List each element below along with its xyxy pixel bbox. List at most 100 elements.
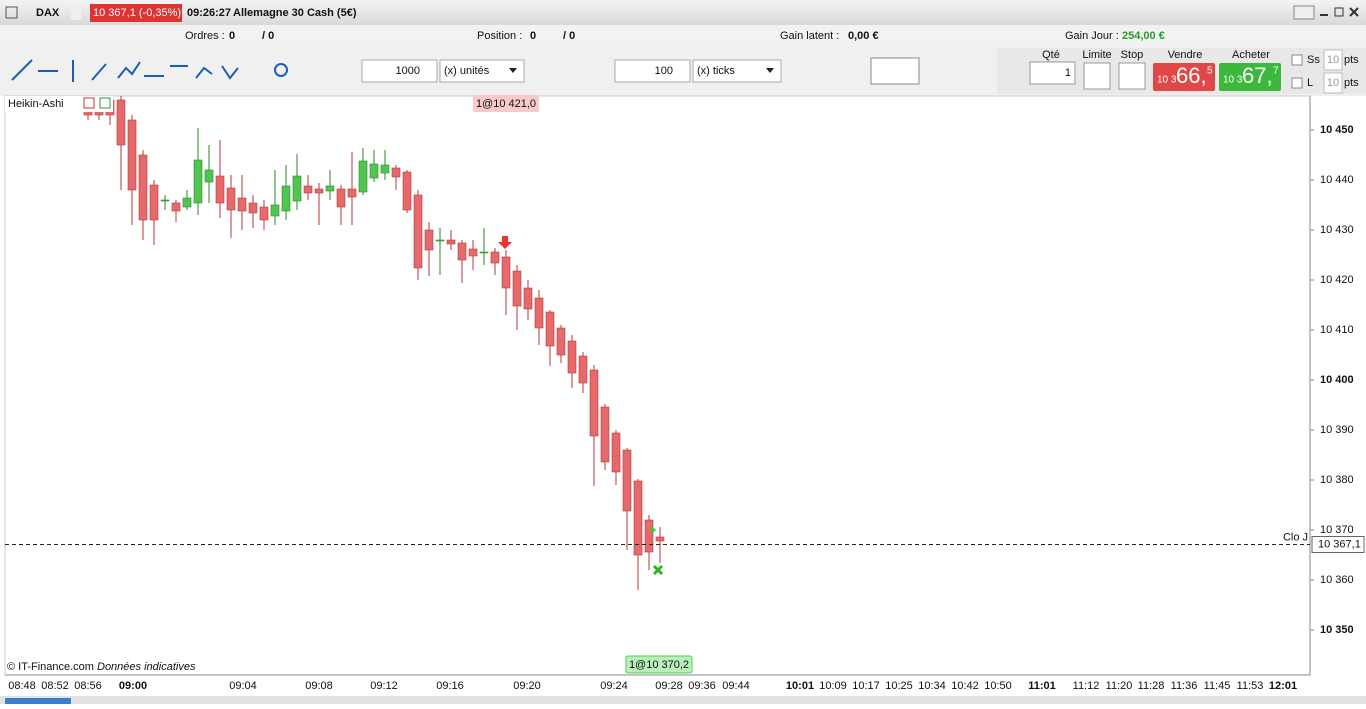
- sell-main: 66,: [1176, 63, 1207, 88]
- ss-label: Ss: [1307, 54, 1320, 66]
- candle-body: [534, 297, 544, 329]
- candle-body: [182, 197, 192, 208]
- close-marker: [652, 564, 664, 576]
- candle-body: [457, 242, 467, 261]
- sell-sup: 5: [1207, 66, 1213, 77]
- unit-select[interactable]: [439, 59, 525, 83]
- day-label: Gain Jour :: [1065, 30, 1119, 42]
- x-tick-label: 08:48: [8, 680, 36, 692]
- day-gain: 254,00 €: [1122, 30, 1165, 42]
- candle-body: [259, 206, 269, 221]
- qty-input[interactable]: [614, 59, 691, 83]
- limit-button[interactable]: [1083, 62, 1111, 90]
- qty-input[interactable]: [361, 59, 438, 83]
- candle-body: [149, 184, 159, 221]
- x-tick-label: 10:17: [852, 680, 880, 692]
- keyboard-icon[interactable]: [1293, 5, 1315, 20]
- scroll-thumb[interactable]: [5, 698, 71, 704]
- x-tick-label: 09:28: [655, 680, 683, 692]
- limit-label: Limite: [1082, 49, 1111, 61]
- y-tick-label: 10 420: [1320, 274, 1354, 286]
- sell-button[interactable]: [1153, 63, 1215, 91]
- source: © IT-Finance.com: [7, 661, 94, 673]
- candles: [83, 96, 665, 590]
- qty1: 1000: [396, 65, 420, 77]
- y-tick-label: 10 370: [1320, 524, 1354, 536]
- orders-label: Ordres :: [185, 30, 225, 42]
- buy-icon[interactable]: [99, 97, 111, 109]
- unit2: (x) ticks: [697, 65, 735, 77]
- sell-label: Vendre: [1168, 49, 1203, 61]
- candle-body: [578, 355, 588, 384]
- sell-prefix: 10 3: [1157, 75, 1177, 86]
- l-field[interactable]: [1323, 72, 1343, 94]
- qty-field[interactable]: [1029, 61, 1076, 85]
- x-tick-label: 11:28: [1138, 680, 1165, 692]
- ss-checkbox[interactable]: [1291, 54, 1303, 66]
- x-tick-label: 10:09: [819, 680, 847, 692]
- y-tick-label: 10 360: [1320, 574, 1354, 586]
- y-tick-label: 10 410: [1320, 324, 1354, 336]
- position: 0: [530, 30, 536, 42]
- buy-button[interactable]: [1219, 63, 1281, 91]
- x-tick-label: 09:36: [688, 680, 716, 692]
- candle-body: [468, 248, 478, 257]
- candle-body: [171, 202, 181, 212]
- x-tick-label: 10:01: [786, 680, 814, 692]
- scrollbar[interactable]: [0, 696, 1366, 704]
- y-tick-label: 10 390: [1320, 424, 1354, 436]
- candle-body: [512, 270, 522, 307]
- chart-type-button[interactable]: [870, 57, 920, 85]
- info-icon[interactable]: [71, 6, 81, 20]
- order-marker: [473, 95, 539, 112]
- y-tick-label: 10 380: [1320, 474, 1354, 486]
- x-tick-label: 11:45: [1204, 680, 1231, 692]
- y-tick-label: 10 440: [1320, 174, 1354, 186]
- x-tick-label: 09:12: [370, 680, 398, 692]
- x-tick-label: 10:25: [885, 680, 913, 692]
- x-tick-label: 09:24: [600, 680, 628, 692]
- l-checkbox[interactable]: [1291, 77, 1303, 89]
- x-tick-label: 11:36: [1171, 680, 1198, 692]
- y-tick-label: 10 450: [1320, 124, 1354, 136]
- x-tick-label: 10:50: [984, 680, 1012, 692]
- position-total: / 0: [563, 30, 575, 42]
- x-tick-label: 10:42: [951, 680, 979, 692]
- candle-body: [490, 251, 500, 264]
- x-tick-label: 08:52: [41, 680, 69, 692]
- candle-body: [655, 536, 665, 542]
- candle-body: [226, 187, 236, 211]
- sell-icon[interactable]: [83, 97, 95, 109]
- dropdown-arrow: [766, 68, 774, 73]
- x-tick-label: 11:01: [1028, 680, 1056, 692]
- l-unit: pts: [1344, 77, 1359, 89]
- candle-body: [424, 229, 434, 251]
- candle-body: [292, 175, 302, 202]
- unit-select[interactable]: [692, 59, 782, 83]
- x-tick-label: 09:00: [119, 680, 147, 692]
- close[interactable]: [1349, 7, 1359, 17]
- candle-body: [204, 169, 214, 183]
- ss-field[interactable]: [1323, 49, 1343, 71]
- candle-body: [644, 519, 654, 553]
- dropdown-arrow: [509, 68, 517, 73]
- chart-title: Heikin-Ashi: [8, 98, 64, 110]
- candle-body: [358, 160, 368, 193]
- last-price-tag: Clo J: [1283, 531, 1308, 543]
- restore[interactable]: [1334, 7, 1344, 17]
- stop-button[interactable]: [1118, 62, 1146, 90]
- menu-icon[interactable]: [5, 6, 18, 19]
- x-tick-label: 12:01: [1269, 680, 1297, 692]
- buy-sup: 7: [1273, 66, 1279, 77]
- candle-body: [369, 163, 379, 179]
- quote: 10 367,1 (-0,35%): [93, 7, 181, 19]
- note: Données indicatives: [97, 661, 196, 673]
- drawing-tools[interactable]: [11, 59, 288, 82]
- x-tick-label: 11:20: [1106, 680, 1133, 692]
- candle-body: [556, 327, 566, 356]
- title-bar: [0, 0, 1366, 25]
- candle-body: [380, 164, 390, 174]
- candle-body: [127, 119, 137, 191]
- latent: 0,00 €: [848, 30, 879, 42]
- candle-body: [116, 99, 126, 146]
